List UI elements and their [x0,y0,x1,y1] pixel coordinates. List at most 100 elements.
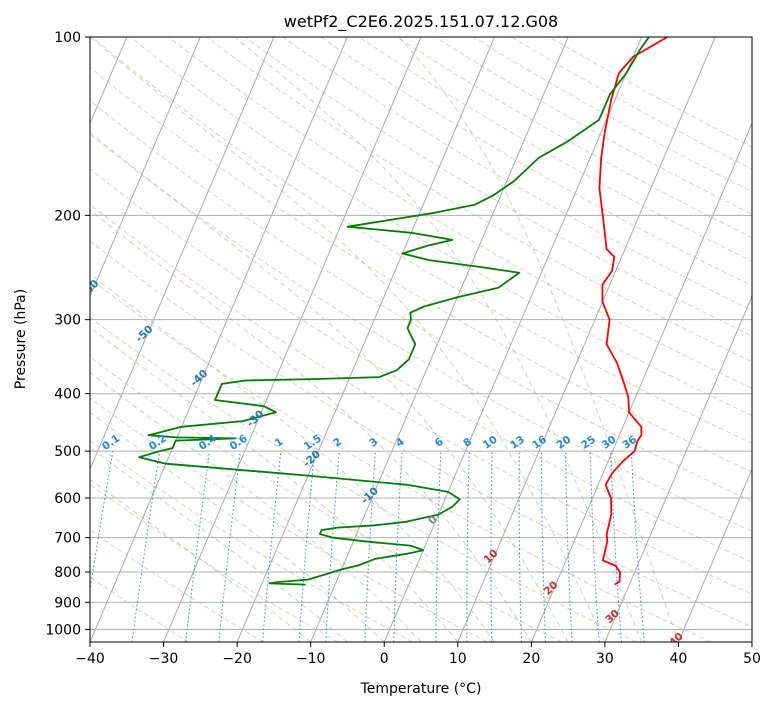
moist-adiabat [90,372,422,642]
mixing-ratio-label: 1 [273,436,286,450]
mixing-ratio-label: 4 [394,436,407,450]
x-tick-label: 40 [670,651,688,667]
mixing-ratio-line [218,451,241,642]
isotherm-line [457,37,716,642]
mixing-ratio-label: 13 [508,434,527,452]
isotherm-label: -40 [188,367,210,389]
y-tick-label: 600 [54,491,81,507]
x-tick-label: 20 [522,651,540,667]
y-tick-label: 900 [54,595,81,611]
isotherm-label: -70 [23,238,45,260]
moist-adiabat [90,478,312,642]
y-tick-label: 400 [54,387,81,403]
dry-adiabat [90,203,752,595]
isotherm-line [383,37,643,642]
mixing-ratio-line [435,451,442,642]
dry-adiabat [91,37,752,445]
dry-adiabat [90,168,752,563]
isotherm-label: -60 [79,278,101,300]
moist-adiabat [90,37,606,642]
y-tick-label: 500 [54,444,81,460]
isotherm-line [751,640,752,642]
series-layer [138,37,668,586]
dry-adiabat [282,37,752,312]
mixing-ratio-label: 16 [530,434,549,452]
mixing-ratio-line [298,451,316,642]
mixing-ratio-label: 36 [620,434,639,452]
mixing-ratio-line [565,451,573,642]
dry-adiabat [90,278,712,642]
mixing-ratio-label: 25 [579,434,598,452]
mixing-ratio-line [131,451,161,642]
dry-adiabat [434,37,752,215]
mixing-ratio-label: 8 [461,436,474,450]
isotherm-line [90,37,348,642]
moist-adiabat [90,273,496,642]
grid-layer [90,37,752,642]
mixing-ratio-label: 30 [600,434,619,452]
x-tick-label: −30 [149,651,179,667]
dry-adiabat [90,440,413,642]
moist-adiabat [90,446,348,642]
mixing-ratio-label: 0.6 [228,432,250,453]
dry-adiabat [206,37,752,363]
chart-title: wetPf2_C2E6.2025.151.07.12.G08 [284,12,558,32]
mixing-ratio-line [90,451,114,593]
moist-adiabat [90,411,385,642]
y-tick-label: 700 [54,531,81,547]
isotherm-line [90,37,201,298]
y-tick-label: 300 [54,313,81,329]
isotherm-label: 30 [603,607,622,626]
moist-adiabat [90,326,459,642]
isotherm-line [604,295,752,642]
mixing-ratio-line [630,451,645,642]
dry-adiabat [358,37,752,262]
isotherm-line [530,122,752,642]
moist-adiabat [90,209,532,642]
mixing-ratio-line [490,451,493,642]
x-tick-label: 10 [449,651,467,667]
moist-adiabat [398,37,679,642]
x-axis-label: Temperature (°C) [360,681,482,697]
y-tick-label: 1000 [45,622,81,638]
dry-adiabat [473,37,752,193]
mixing-ratio-label: 20 [554,434,573,452]
plot-frame [89,36,753,643]
dry-adiabat [168,37,752,390]
isotherm-line [236,37,496,642]
dry-adiabat [90,529,264,642]
dry-adiabat [90,316,637,642]
mixing-ratio-label: 0.4 [197,432,219,453]
mixing-ratio-label: 10 [481,434,500,452]
dry-adiabat [90,356,562,642]
isotherm-line [677,467,752,642]
isotherm-label: -30 [244,408,266,430]
dry-adiabat [90,133,752,533]
dewpoint-profile [138,37,650,586]
y-tick-label: 200 [54,208,81,224]
x-tick-label: 50 [743,651,761,667]
mixing-ratio-label: 2 [331,436,344,450]
dry-adiabat [549,37,752,148]
isotherm-label: 40 [667,630,686,649]
mixing-ratio-line [466,451,470,642]
x-tick-label: −20 [222,651,252,667]
dry-adiabat [320,37,752,287]
y-axis-label: Pressure (hPa) [13,289,29,389]
mixing-ratio-line [185,451,210,642]
x-tick-label: 30 [596,651,614,667]
isotherm-label: 20 [542,579,561,598]
dry-adiabat [90,483,339,642]
dry-adiabat [90,240,752,628]
y-tick-label: 100 [54,30,81,46]
isotherm-label: 10 [482,547,501,566]
isotherm-line [163,37,422,642]
isotherm-line [310,37,569,642]
isotherm-label: -50 [133,323,155,345]
moist-adiabat [234,37,643,642]
isotherm-line [90,37,275,471]
temperature-profile [598,37,668,586]
dry-adiabat [90,66,752,473]
dry-adiabat [130,37,752,417]
